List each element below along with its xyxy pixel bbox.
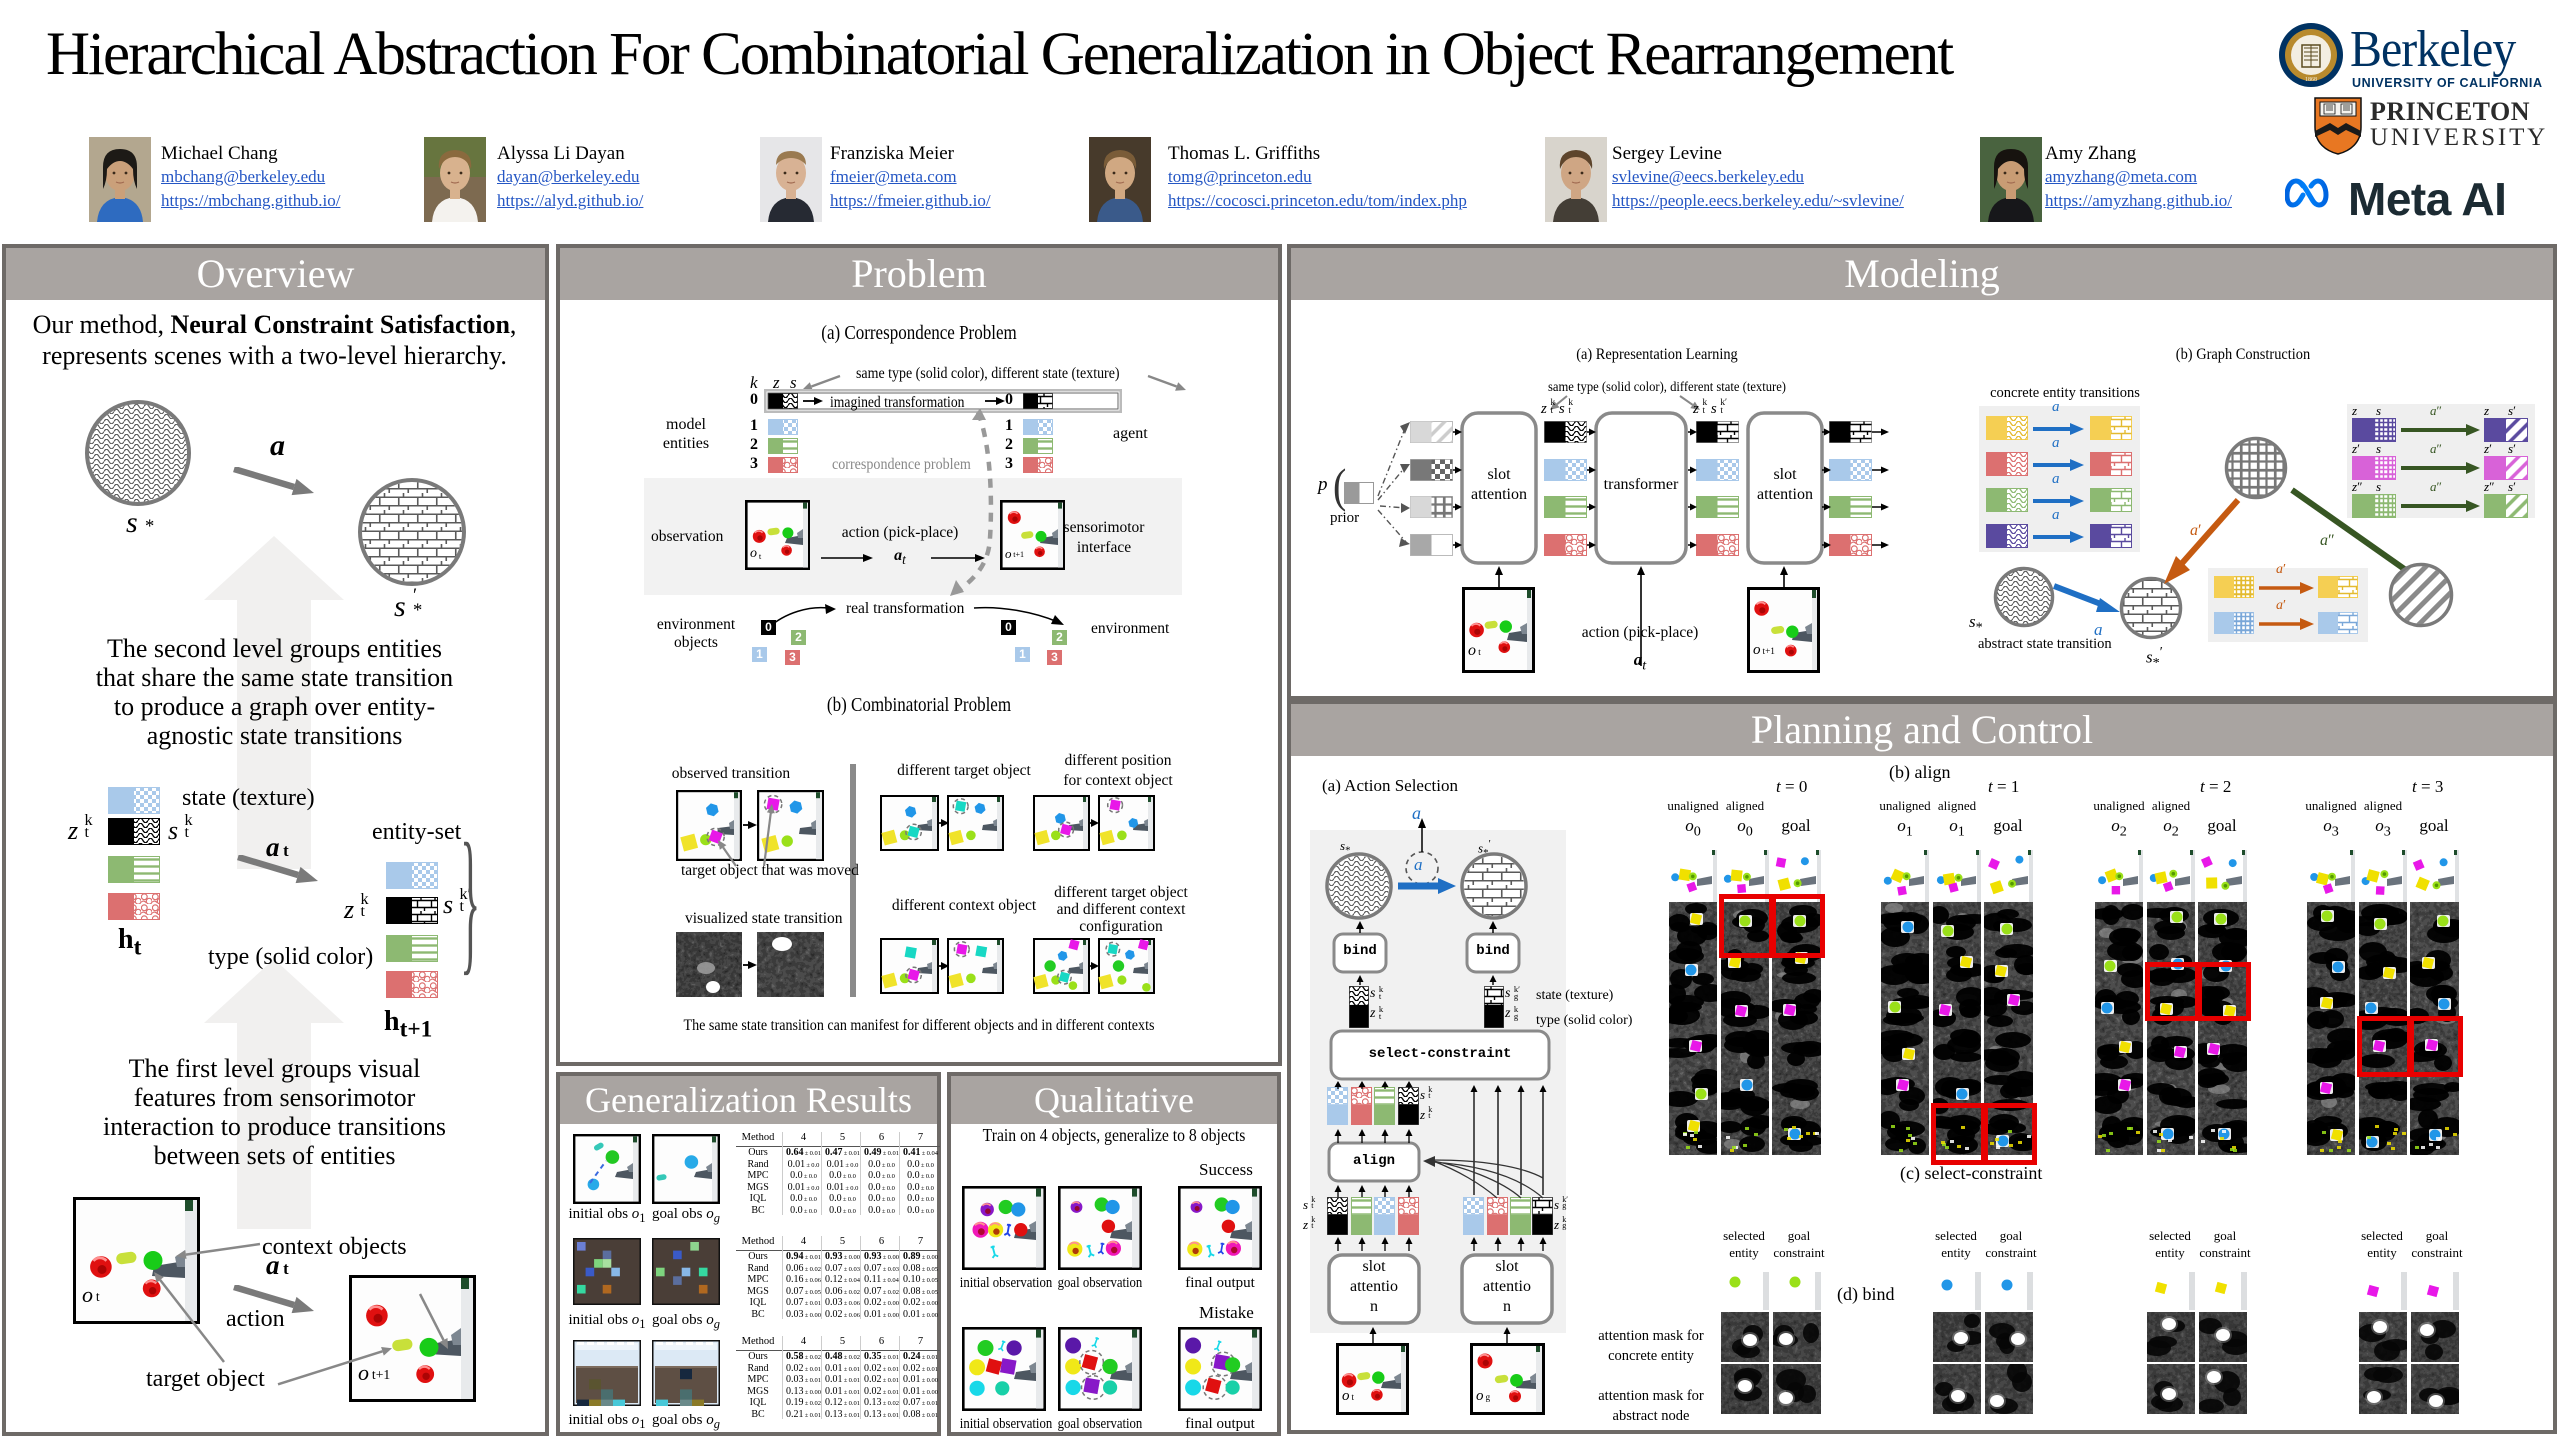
svg-text:1868: 1868 bbox=[2305, 77, 2317, 83]
